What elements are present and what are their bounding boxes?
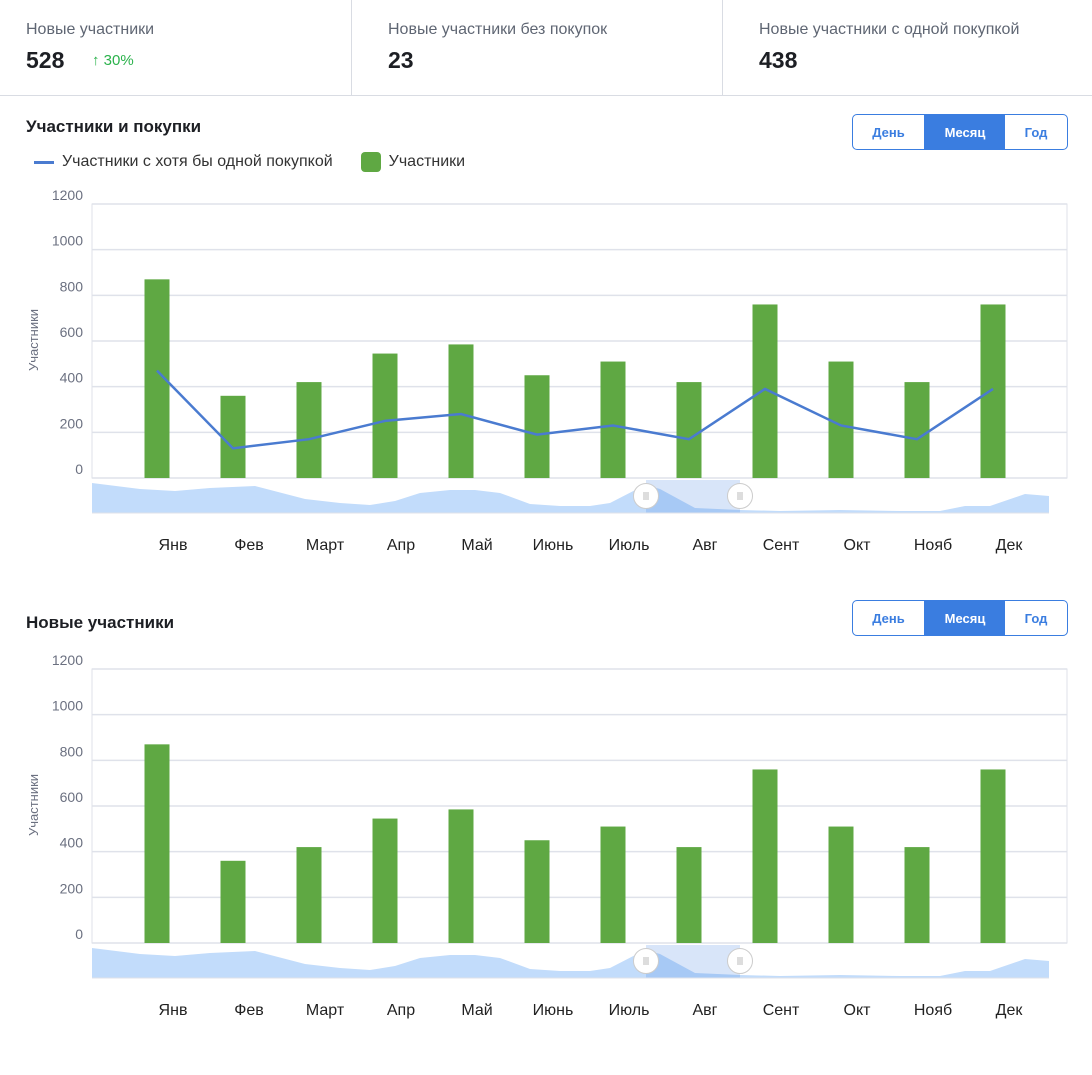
y-tick-label: 400	[60, 835, 84, 851]
x-tick-label: Сент	[763, 1002, 800, 1019]
x-tick-label: Июль	[609, 537, 650, 554]
new-members-chart: 0 200 400 600 800 1000 1200 Участники Янв Фев Март…	[0, 655, 1092, 1075]
bar[interactable]	[525, 375, 550, 478]
x-tick-label: Апр	[387, 537, 415, 554]
y-tick-label: 200	[60, 880, 84, 896]
x-tick-label: Фев	[234, 1002, 264, 1019]
stats-row: Новые участники 528 ↑ 30% Новые участник…	[0, 0, 1092, 96]
x-tick-label: Фев	[234, 537, 264, 554]
legend-bar-swatch	[361, 152, 381, 172]
period-selector: День Месяц Год	[852, 600, 1068, 636]
y-tick-label: 600	[60, 789, 84, 805]
navigator-selection[interactable]	[646, 945, 740, 978]
bar[interactable]	[373, 819, 398, 943]
x-tick-label: Март	[306, 537, 345, 554]
y-tick-label: 0	[75, 926, 83, 942]
bar[interactable]	[753, 304, 778, 478]
x-tick-label: Авг	[692, 537, 717, 554]
chart-legend: Участники с хотя бы одной покупкой Участ…	[34, 152, 465, 172]
stat-label: Новые участники с одной покупкой	[759, 21, 1019, 39]
legend-item-members[interactable]: Участники	[389, 153, 465, 171]
bar[interactable]	[829, 827, 854, 943]
bar[interactable]	[829, 362, 854, 478]
x-tick-label: Март	[306, 1002, 345, 1019]
stat-new-members: Новые участники 528 ↑ 30%	[0, 0, 352, 96]
x-tick-label: Янв	[159, 1002, 188, 1019]
bar[interactable]	[677, 382, 702, 478]
bar[interactable]	[981, 769, 1006, 943]
bar[interactable]	[905, 847, 930, 943]
section-title: Участники и покупки	[26, 117, 201, 137]
x-tick-label: Дек	[996, 537, 1024, 554]
x-tick-label: Июль	[609, 1002, 650, 1019]
x-tick-label: Нояб	[914, 537, 952, 554]
x-tick-label: Июнь	[533, 537, 574, 554]
x-tick-label: Апр	[387, 1002, 415, 1019]
y-tick-label: 800	[60, 278, 84, 294]
period-selector: День Месяц Год	[852, 114, 1068, 150]
bar[interactable]	[601, 827, 626, 943]
y-axis-label: Участники	[26, 774, 41, 836]
y-tick-label: 0	[75, 461, 83, 477]
bar[interactable]	[753, 769, 778, 943]
bar[interactable]	[449, 344, 474, 478]
x-tick-label: Авг	[692, 1002, 717, 1019]
bar[interactable]	[297, 382, 322, 478]
x-tick-label: Нояб	[914, 1002, 952, 1019]
x-tick-label: Янв	[159, 537, 188, 554]
section-title: Новые участники	[26, 613, 174, 633]
period-month-button[interactable]: Месяц	[925, 115, 1005, 149]
y-tick-label: 1200	[52, 190, 83, 203]
bar[interactable]	[905, 382, 930, 478]
legend-item-purchasers[interactable]: Участники с хотя бы одной покупкой	[62, 153, 333, 171]
x-tick-label: Май	[461, 1002, 492, 1019]
period-year-button[interactable]: Год	[1005, 115, 1067, 149]
y-tick-label: 400	[60, 370, 84, 386]
period-month-button[interactable]: Месяц	[925, 601, 1005, 635]
x-tick-label: Дек	[996, 1002, 1024, 1019]
stat-value: 528	[26, 47, 64, 74]
bar[interactable]	[981, 304, 1006, 478]
period-day-button[interactable]: День	[853, 601, 925, 635]
bar[interactable]	[677, 847, 702, 943]
period-day-button[interactable]: День	[853, 115, 925, 149]
members-purchases-chart: 0 200 400 600 800 1000 1200 Участники Янв Фев Март…	[0, 190, 1092, 610]
x-tick-label: Июнь	[533, 1002, 574, 1019]
stat-value: 438	[759, 47, 797, 74]
y-axis-label: Участники	[26, 309, 41, 371]
bar[interactable]	[221, 396, 246, 478]
stat-one-purchase: Новые участники с одной покупкой 438	[723, 0, 1092, 96]
y-tick-label: 600	[60, 324, 84, 340]
bar[interactable]	[449, 809, 474, 943]
navigator-selection[interactable]	[646, 480, 740, 513]
bar[interactable]	[221, 861, 246, 943]
bar[interactable]	[297, 847, 322, 943]
y-tick-label: 1000	[52, 233, 83, 249]
stat-label: Новые участники без покупок	[388, 21, 607, 39]
period-year-button[interactable]: Год	[1005, 601, 1067, 635]
legend-line-swatch	[34, 161, 54, 164]
x-tick-label: Окт	[844, 537, 872, 554]
stat-value: 23	[388, 47, 414, 74]
bar[interactable]	[525, 840, 550, 943]
y-tick-label: 800	[60, 743, 84, 759]
x-tick-label: Окт	[844, 1002, 872, 1019]
stat-label: Новые участники	[26, 21, 154, 39]
bar[interactable]	[601, 362, 626, 478]
stat-change: ↑ 30%	[92, 52, 134, 69]
y-tick-label: 1000	[52, 698, 83, 714]
y-tick-label: 1200	[52, 655, 83, 668]
y-tick-label: 200	[60, 415, 84, 431]
bar[interactable]	[145, 744, 170, 943]
stat-no-purchases: Новые участники без покупок 23	[352, 0, 723, 96]
x-tick-label: Сент	[763, 537, 800, 554]
bar[interactable]	[373, 354, 398, 478]
x-tick-label: Май	[461, 537, 492, 554]
